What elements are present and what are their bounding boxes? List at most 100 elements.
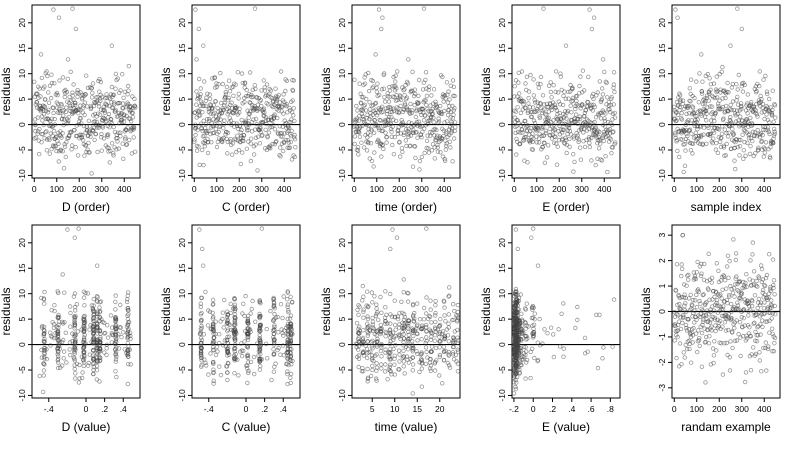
residual-point [360, 108, 365, 113]
y-tick-label: -5 [337, 146, 347, 154]
residual-point [44, 129, 49, 134]
residual-point [411, 130, 416, 135]
residual-point [286, 140, 291, 145]
residual-point [55, 334, 61, 339]
x-tick-label: .8 [607, 404, 614, 414]
y-axis-label: residuals [0, 287, 13, 335]
residual-point [129, 151, 135, 156]
residual-point [284, 101, 289, 107]
residual-point [760, 101, 766, 107]
residual-point [107, 124, 112, 130]
residual-point [531, 77, 536, 82]
y-tick-label: 10 [177, 69, 187, 79]
residual-point [207, 309, 213, 314]
residual-point [402, 371, 407, 376]
residual-point [280, 134, 285, 139]
residual-point [201, 79, 207, 84]
residual-point [370, 346, 375, 351]
residual-point [673, 7, 678, 12]
residual-point [111, 92, 117, 97]
residual-point [564, 116, 569, 121]
residual-point [706, 98, 711, 103]
residual-point [89, 171, 94, 176]
residual-point [719, 296, 724, 301]
residual-point [726, 327, 731, 333]
residual-point [688, 99, 693, 104]
residual-point [446, 312, 451, 317]
residual-point [526, 101, 531, 106]
residual-point [245, 320, 250, 325]
residual-point [721, 145, 727, 150]
residual-point [43, 130, 48, 135]
residual-point [720, 372, 726, 377]
residual-point [35, 129, 41, 134]
residual-point [81, 105, 86, 110]
residual-point [748, 143, 753, 149]
x-tick-label: 300 [735, 184, 749, 194]
y-tick-label: -1 [657, 333, 667, 341]
residual-point [455, 347, 460, 352]
residual-point [39, 347, 44, 353]
residual-point [194, 89, 199, 94]
residual-point [593, 162, 598, 168]
residual-point [35, 131, 40, 136]
residual-point [575, 304, 580, 310]
x-axis-label: sample index [691, 200, 762, 214]
residual-point [201, 103, 207, 109]
residual-point [372, 294, 377, 299]
residual-point [406, 324, 411, 329]
residual-point [452, 106, 457, 111]
residual-point [56, 360, 61, 365]
residual-point [532, 97, 537, 103]
residual-point [79, 121, 84, 126]
residual-point [745, 140, 750, 146]
residual-point [120, 141, 125, 146]
residual-point [44, 356, 49, 362]
residual-point [110, 105, 115, 111]
residual-point [758, 322, 763, 327]
residual-point [767, 131, 772, 137]
residual-point [65, 57, 71, 62]
residual-point [216, 341, 222, 346]
residual-point [386, 114, 392, 120]
residual-point [427, 133, 433, 139]
residual-point [587, 140, 592, 146]
y-axis-label: residuals [319, 67, 333, 115]
residual-point [765, 91, 770, 97]
residual-point [551, 118, 556, 123]
residual-point [720, 307, 726, 312]
residual-point [38, 94, 43, 99]
residual-point [698, 311, 703, 316]
residual-point [378, 322, 383, 328]
residual-point [682, 355, 687, 360]
residual-point [754, 339, 760, 344]
residual-point [535, 358, 541, 363]
residual-point [97, 305, 102, 310]
residual-point [688, 307, 693, 313]
residual-point [38, 52, 44, 57]
y-tick-label: -3 [657, 384, 667, 392]
residual-point [205, 139, 211, 145]
residual-point [370, 78, 376, 84]
residual-point [257, 315, 262, 320]
residual-point [272, 324, 277, 330]
residual-point [364, 122, 369, 127]
residual-point [122, 136, 128, 142]
y-tick-label: -10 [17, 169, 27, 182]
residual-point [258, 129, 263, 135]
residual-point [562, 89, 567, 94]
residual-point [561, 127, 566, 133]
residual-point [578, 145, 583, 150]
residual-point [769, 298, 774, 303]
residual-point [446, 353, 452, 358]
residual-point [291, 113, 296, 118]
residual-point [210, 314, 216, 320]
residual-point [720, 64, 725, 70]
residual-point [528, 72, 533, 78]
residual-point [452, 329, 457, 334]
residual-point [445, 112, 451, 118]
residual-point [768, 310, 773, 316]
residual-point [258, 301, 263, 306]
residual-point [708, 81, 714, 87]
residual-point [411, 128, 416, 133]
